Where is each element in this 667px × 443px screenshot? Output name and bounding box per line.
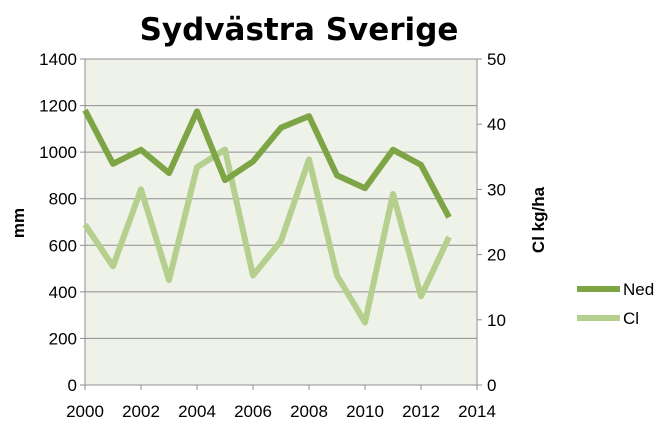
y-axis-label: mm (9, 208, 28, 238)
y2-tick-label: 0 (487, 376, 496, 395)
y2-tick-label: 10 (487, 311, 506, 330)
y-axis-ticks: 0 200 400 600 800 1000 1200 1400 (39, 50, 85, 395)
y2-tick-label: 40 (487, 115, 506, 134)
x-tick-label: 2000 (66, 402, 104, 421)
series-line-ned (82, 108, 452, 219)
y2-tick-label: 20 (487, 246, 506, 265)
x-tick-label: 2008 (290, 402, 328, 421)
y-tick-label: 0 (68, 376, 77, 395)
gridlines (84, 58, 478, 386)
series-line-cl (82, 146, 452, 326)
y-tick-label: 600 (49, 236, 77, 255)
y2-axis-label: Cl kg/ha (529, 186, 548, 253)
series-layer (82, 108, 452, 326)
plot-area (85, 59, 477, 385)
y2-tick-label: 30 (487, 180, 506, 199)
legend-label: Cl (623, 309, 639, 328)
y-tick-label: 1000 (39, 143, 77, 162)
y-tick-label: 1200 (39, 97, 77, 116)
y-tick-label: 1400 (39, 50, 77, 69)
x-axis-ticks: 2000 2002 2004 2006 2008 2010 2012 2014 (66, 385, 496, 421)
y-tick-label: 200 (49, 329, 77, 348)
legend: Ned Cl (577, 280, 654, 328)
chart-title: Sydvästra Sverige (140, 12, 459, 48)
y2-tick-label: 50 (487, 50, 506, 69)
x-tick-label: 2010 (346, 402, 384, 421)
x-tick-label: 2006 (234, 402, 272, 421)
y2-axis-ticks: 0 10 20 30 40 50 (477, 50, 506, 395)
y-tick-label: 400 (49, 283, 77, 302)
y-tick-label: 800 (49, 190, 77, 209)
x-tick-label: 2002 (122, 402, 160, 421)
x-tick-label: 2012 (402, 402, 440, 421)
x-tick-label: 2014 (458, 402, 496, 421)
x-tick-label: 2004 (178, 402, 216, 421)
legend-label: Ned (623, 280, 654, 299)
